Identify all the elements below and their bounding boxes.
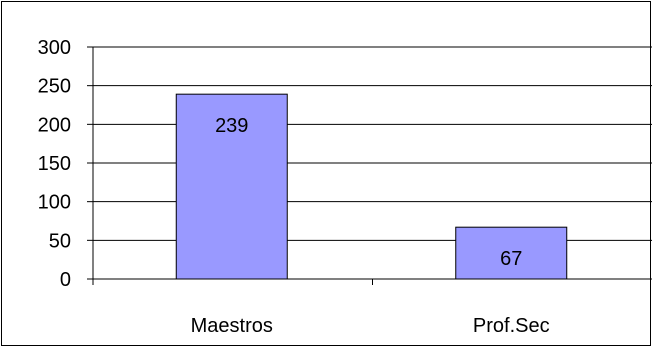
labels: 0 50 100 150 200 250 300 239 Maestros 67 Prof.Sec: [38, 37, 550, 337]
data-label-0: 239: [215, 115, 248, 137]
y-tick-label-200: 200: [38, 114, 71, 136]
y-tick-label-100: 100: [38, 192, 71, 214]
bars: [175, 93, 568, 280]
data-label-1: 67: [500, 248, 522, 270]
axes: [87, 46, 652, 285]
y-tick-label-250: 250: [38, 76, 71, 98]
x-tick-label-1: Prof.Sec: [473, 315, 550, 337]
bar-prof-sec: [455, 226, 568, 280]
y-tick-label-300: 300: [38, 37, 71, 59]
y-tick-label-0: 0: [60, 269, 71, 291]
y-tick-label-150: 150: [38, 153, 71, 175]
y-tick-label-50: 50: [49, 230, 71, 252]
x-tick-label-0: Maestros: [191, 315, 273, 337]
